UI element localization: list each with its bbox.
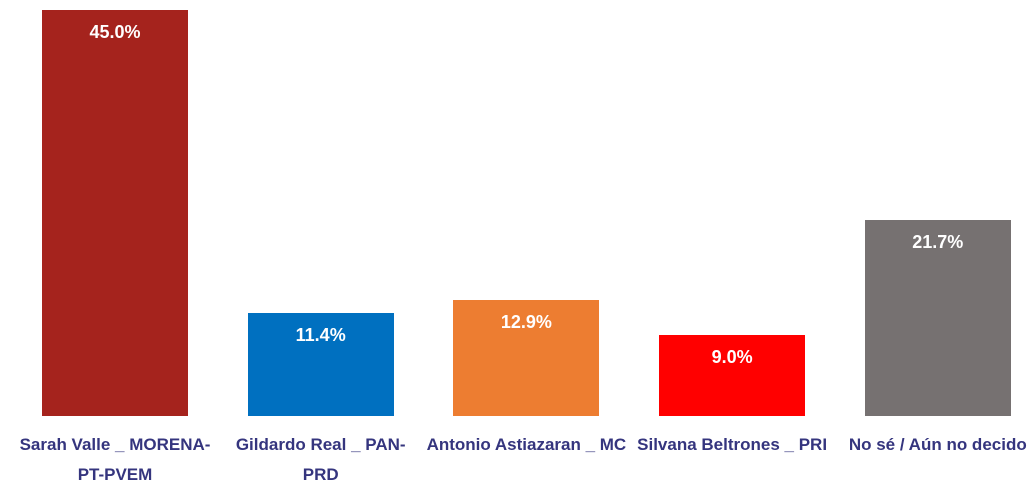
bar <box>453 299 600 416</box>
bar <box>42 10 188 416</box>
category-label: No sé / Aún no decido <box>848 435 1027 454</box>
category-label: Antonio Astiazaran _ MC <box>426 435 627 454</box>
value-label: 45.0% <box>89 22 141 42</box>
bar <box>247 313 394 416</box>
category-label: Gildardo Real _ PAN-PRD <box>235 435 406 484</box>
value-label: 9.0% <box>711 346 753 367</box>
category-label: Sarah Valle _ MORENA-PT-PVEM <box>19 435 211 484</box>
value-label: 11.4% <box>295 325 346 346</box>
bar <box>659 334 806 416</box>
bar <box>864 220 1011 416</box>
value-label: 21.7% <box>912 232 964 253</box>
value-label: 12.9% <box>500 311 552 332</box>
category-label: Silvana Beltrones _ PRI <box>637 435 828 454</box>
